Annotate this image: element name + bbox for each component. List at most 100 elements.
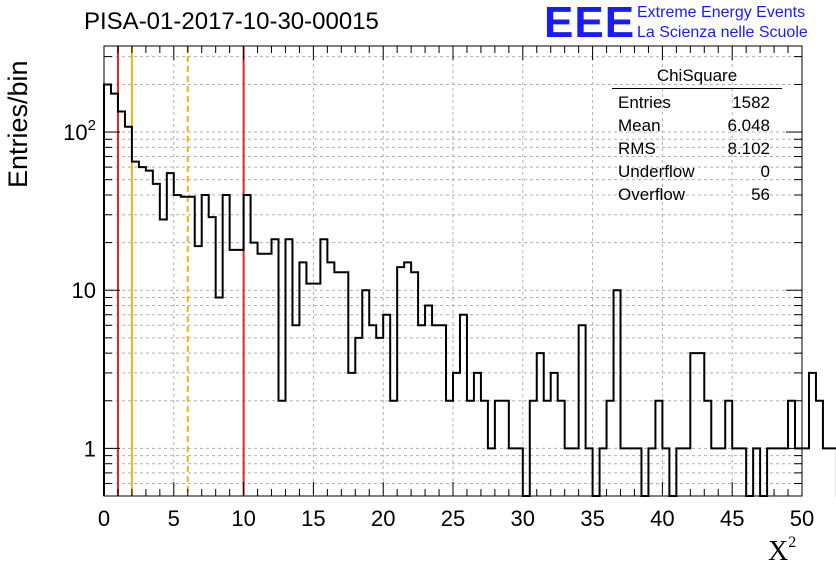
- histogram-bin: [432, 325, 439, 496]
- histogram-bin: [467, 401, 474, 496]
- histogram-bin: [697, 353, 704, 496]
- stats-value: 56: [751, 185, 770, 204]
- histogram-bin: [251, 243, 258, 496]
- histogram-bin: [174, 195, 181, 496]
- histogram-bin: [474, 373, 481, 496]
- histogram-bin: [551, 373, 558, 496]
- histogram-bin: [272, 239, 279, 496]
- histogram-bin: [739, 448, 746, 496]
- histogram-bin: [600, 448, 607, 496]
- histogram-bin: [132, 162, 139, 496]
- histogram-bin: [146, 171, 153, 496]
- histogram-bin: [292, 325, 299, 496]
- stats-value: 1582: [732, 93, 770, 112]
- histogram-bin: [125, 127, 132, 496]
- histogram-bin: [299, 262, 306, 496]
- x-tick-label: 30: [511, 506, 535, 531]
- histogram-bin: [683, 448, 690, 496]
- histogram-bin: [809, 373, 816, 496]
- histogram-bin: [753, 448, 760, 496]
- stats-row-overflow: Overflow 56: [612, 183, 782, 206]
- histogram-bin: [355, 338, 362, 496]
- histogram-bin: [160, 219, 167, 496]
- histogram-bin: [802, 448, 809, 496]
- histogram-bin: [376, 338, 383, 496]
- histogram-bin: [830, 448, 836, 496]
- histogram-bin: [209, 217, 216, 496]
- histogram-bin: [460, 315, 467, 496]
- histogram-bin: [607, 401, 614, 496]
- histogram-bin: [565, 448, 572, 496]
- histogram-bin: [711, 448, 718, 496]
- chart-title: PISA-01-2017-10-30-00015: [84, 8, 379, 35]
- histogram-bin: [167, 173, 174, 496]
- y-tick-label: 1: [84, 436, 96, 461]
- histogram-bin: [579, 325, 586, 496]
- histogram-bin: [181, 197, 188, 496]
- histogram-bin: [223, 195, 230, 496]
- histogram-bin: [244, 195, 251, 496]
- histogram-bin: [634, 448, 641, 496]
- histogram-bin: [509, 448, 516, 496]
- histogram-bin: [111, 94, 118, 496]
- histogram-series: [103, 83, 836, 497]
- histogram-bin: [704, 401, 711, 496]
- histogram-bin: [816, 401, 823, 496]
- histogram-bin: [725, 401, 732, 496]
- histogram-bin: [781, 448, 788, 496]
- histogram-bin: [348, 373, 355, 496]
- stats-box-title: ChiSquare: [656, 66, 738, 85]
- histogram-bin: [390, 401, 397, 496]
- histogram-bin: [230, 250, 237, 496]
- histogram-bin: [662, 448, 669, 496]
- x-tick-label: 25: [441, 506, 465, 531]
- stats-row-entries: Entries 1582: [612, 91, 782, 114]
- histogram-bin: [544, 401, 551, 496]
- x-axis-label-base: X: [768, 536, 789, 567]
- histogram-bin: [446, 401, 453, 496]
- histogram-bin: [313, 284, 320, 496]
- histogram-bin: [341, 272, 348, 496]
- logo-line-1: Extreme Energy Events: [637, 4, 806, 21]
- x-tick-label: 10: [231, 506, 255, 531]
- stats-label: Underflow: [618, 162, 695, 181]
- histogram-bin: [153, 184, 160, 496]
- histogram-bin: [516, 448, 523, 496]
- stats-value: 8.102: [727, 139, 770, 158]
- x-tick-label: 0: [98, 506, 110, 531]
- y-tick-label: 10: [72, 278, 96, 303]
- stats-row-underflow: Underflow 0: [612, 160, 782, 183]
- x-axis-label: X2: [768, 534, 797, 568]
- stats-value: 0: [760, 162, 770, 181]
- histogram-bin: [690, 353, 697, 496]
- histogram-bin: [655, 401, 662, 496]
- histogram-bin: [188, 197, 195, 496]
- histogram-bin: [397, 267, 404, 496]
- histogram-bin: [279, 401, 286, 496]
- histogram-bin: [572, 448, 579, 496]
- x-tick-label: 15: [301, 506, 325, 531]
- histogram-bin: [774, 448, 781, 496]
- histogram-bin: [628, 448, 635, 496]
- stats-row-mean: Mean 6.048: [612, 114, 782, 137]
- histogram-bin: [495, 401, 502, 496]
- histogram-bin: [718, 448, 725, 496]
- stats-value: 6.048: [727, 116, 770, 135]
- histogram-bin: [258, 254, 265, 496]
- histogram-bin: [334, 272, 341, 496]
- histogram-outline: [103, 83, 836, 497]
- x-axis-label-superscript: 2: [788, 534, 797, 551]
- stats-label: RMS: [618, 139, 656, 158]
- histogram-bin: [216, 297, 223, 496]
- histogram-bin: [285, 239, 292, 496]
- x-tick-label: 40: [650, 506, 674, 531]
- stats-box: ChiSquare Entries 1582 Mean 6.048 RMS 8.102…: [612, 66, 782, 206]
- histogram-bin: [767, 448, 774, 496]
- histogram-bin: [648, 448, 655, 496]
- histogram-bin: [418, 325, 425, 496]
- histogram-bin: [537, 353, 544, 496]
- x-tick-label: 35: [580, 506, 604, 531]
- histogram-bin: [369, 325, 376, 496]
